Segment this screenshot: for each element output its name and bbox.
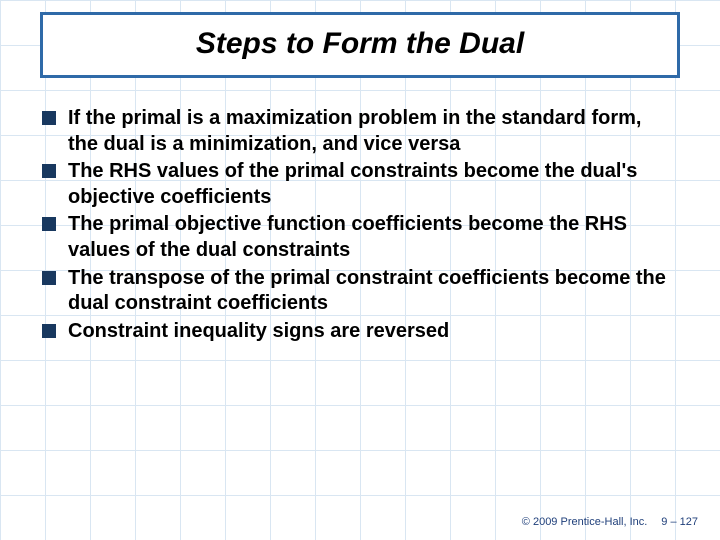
bullet-text: If the primal is a maximization problem … xyxy=(68,106,676,157)
list-item: The primal objective function coefficien… xyxy=(42,212,676,263)
slide-title: Steps to Form the Dual xyxy=(61,27,659,61)
list-item: The RHS values of the primal constraints… xyxy=(42,159,676,210)
square-bullet-icon xyxy=(42,111,56,125)
square-bullet-icon xyxy=(42,164,56,178)
square-bullet-icon xyxy=(42,217,56,231)
square-bullet-icon xyxy=(42,271,56,285)
slide-content: Steps to Form the Dual If the primal is … xyxy=(0,0,720,540)
bullet-text: Constraint inequality signs are reversed xyxy=(68,319,449,345)
bullet-text: The primal objective function coefficien… xyxy=(68,212,676,263)
square-bullet-icon xyxy=(42,324,56,338)
copyright-text: © 2009 Prentice-Hall, Inc. xyxy=(522,516,648,528)
bullet-text: The transpose of the primal constraint c… xyxy=(68,266,676,317)
list-item: The transpose of the primal constraint c… xyxy=(42,266,676,317)
list-item: Constraint inequality signs are reversed xyxy=(42,319,676,345)
bullet-list: If the primal is a maximization problem … xyxy=(30,106,690,344)
page-number: 9 – 127 xyxy=(661,516,698,528)
list-item: If the primal is a maximization problem … xyxy=(42,106,676,157)
footer: © 2009 Prentice-Hall, Inc. 9 – 127 xyxy=(522,516,698,528)
title-box: Steps to Form the Dual xyxy=(40,12,680,78)
bullet-text: The RHS values of the primal constraints… xyxy=(68,159,676,210)
